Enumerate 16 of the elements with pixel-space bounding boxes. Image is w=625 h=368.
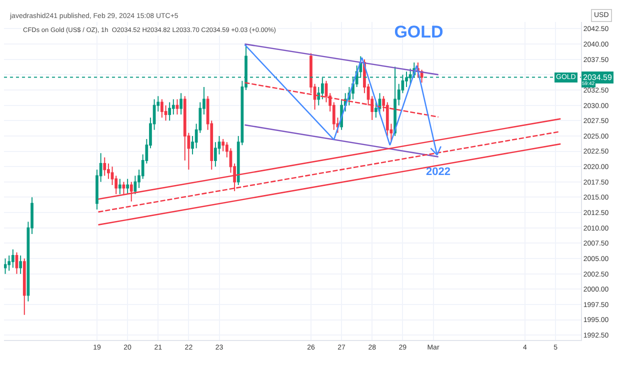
- candlestick: [22, 258, 26, 316]
- annotation: 2022: [426, 166, 450, 178]
- candlestick: [11, 248, 14, 268]
- candlestick: [126, 178, 129, 195]
- candlestick: [176, 98, 179, 116]
- candlestick: [168, 102, 172, 122]
- candlestick: [19, 254, 22, 274]
- chart-title: GOLD: [394, 22, 444, 42]
- candlestick: [103, 156, 106, 176]
- candlestick: [4, 258, 7, 274]
- candlestick: [15, 252, 18, 274]
- candlestick: [180, 92, 182, 116]
- candlestick: [122, 181, 126, 195]
- ref-line-label: 2034.59: [583, 73, 612, 82]
- candlestick: [118, 178, 122, 195]
- candlestick: [160, 98, 164, 118]
